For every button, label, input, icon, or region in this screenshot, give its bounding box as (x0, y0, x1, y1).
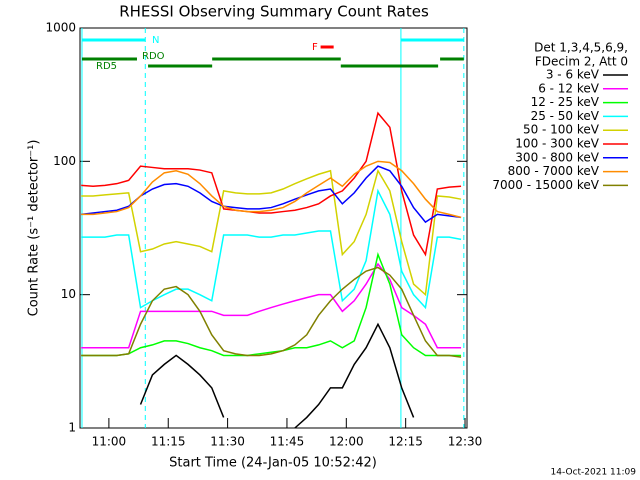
series-line (81, 168, 462, 297)
series-line (81, 252, 462, 357)
x-tick-label: 12:30 (448, 435, 483, 449)
x-tick-label: 11:45 (270, 435, 305, 449)
legend-label: 300 - 800 keV (515, 150, 599, 164)
legend-label: 25 - 50 keV (531, 109, 600, 123)
legend-label: 7000 - 15000 keV (492, 178, 599, 192)
footer: 14-Oct-2021 11:09 (551, 468, 637, 478)
series-line (294, 322, 415, 429)
plot-frame (79, 27, 468, 429)
x-tick-label: 11:30 (210, 435, 245, 449)
chart-title: RHESSI Observing Summary Count Rates (119, 3, 429, 21)
y-axis-label: Count Rate (s⁻¹ detector⁻¹) (27, 140, 42, 317)
legend-label: 100 - 300 keV (515, 137, 599, 151)
legend-label: 50 - 100 keV (523, 123, 600, 137)
legend-label: 3 - 6 keV (546, 68, 600, 82)
x-tick-label: 12:15 (388, 435, 423, 449)
series-line (81, 165, 462, 224)
legend-label: 800 - 7000 keV (508, 164, 600, 178)
y-tick-label: 100 (53, 154, 76, 168)
y-tick-label: 1 (68, 421, 76, 435)
series-line (81, 160, 462, 219)
series-line (81, 111, 462, 257)
flag-label: RDO (142, 51, 165, 62)
series-line (81, 266, 462, 358)
flag-label: N (152, 35, 159, 46)
legend-header: Det 1,3,4,5,6,9, (534, 41, 628, 55)
y-tick-label: 10 (61, 287, 76, 301)
series-line (81, 262, 462, 349)
series-line (139, 354, 225, 418)
legend-label: 12 - 25 keV (531, 95, 600, 109)
flag-label: F (312, 42, 318, 53)
y-tick-label: 1000 (45, 21, 76, 35)
flag-label: RD5 (96, 61, 117, 72)
x-tick-label: 11:00 (92, 435, 127, 449)
legend-label: 6 - 12 keV (538, 81, 600, 95)
legend-header: FDecim 2, Att 0 (535, 55, 628, 69)
x-tick-label: 12:00 (329, 435, 364, 449)
series-line (81, 188, 462, 310)
x-tick-label: 11:15 (151, 435, 186, 449)
x-axis-label: Start Time (24-Jan-05 10:52:42) (169, 456, 377, 471)
